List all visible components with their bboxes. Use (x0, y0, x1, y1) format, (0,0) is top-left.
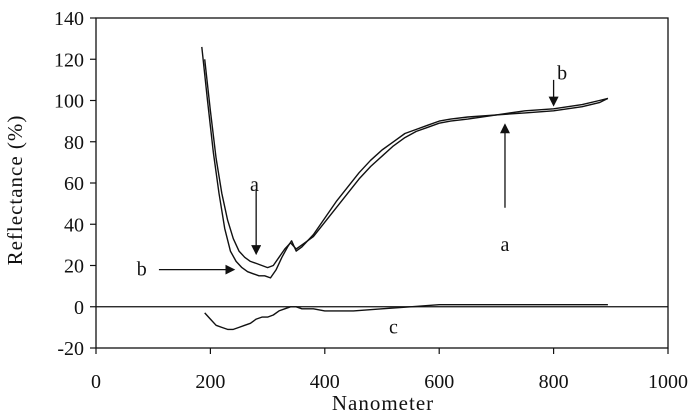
y-axis-title: Reflectance (%) (3, 115, 27, 266)
y-tick-label: 80 (64, 132, 84, 154)
x-tick-label: 0 (91, 371, 101, 393)
plot-frame (95, 17, 669, 349)
x-axis-title: Nanometer (332, 391, 434, 414)
x-tick-label: 200 (195, 371, 225, 393)
y-tick-label: 140 (54, 8, 84, 30)
x-tick-label: 1000 (648, 371, 688, 393)
x-tick-label: 400 (310, 371, 340, 393)
annotation-label-b: b (137, 259, 147, 281)
y-tick-label: 40 (64, 214, 84, 236)
y-tick-label: 20 (64, 256, 84, 278)
y-tick-label: 120 (54, 49, 84, 71)
annotation-label-b: b (557, 63, 567, 85)
annotation-label-a: a (501, 234, 510, 256)
y-tick-label: 60 (64, 173, 84, 195)
series-line-c (204, 304, 608, 331)
annotation-label-a: a (250, 174, 259, 196)
x-tick-label: 800 (539, 371, 569, 393)
y-tick-label: 0 (74, 297, 84, 319)
series-line-a (204, 59, 609, 269)
x-tick-label: 600 (424, 371, 454, 393)
series-line-b (201, 46, 609, 279)
y-tick-label: -20 (57, 338, 84, 360)
annotation-label-c: c (389, 316, 398, 338)
y-tick-label: 100 (54, 91, 84, 113)
